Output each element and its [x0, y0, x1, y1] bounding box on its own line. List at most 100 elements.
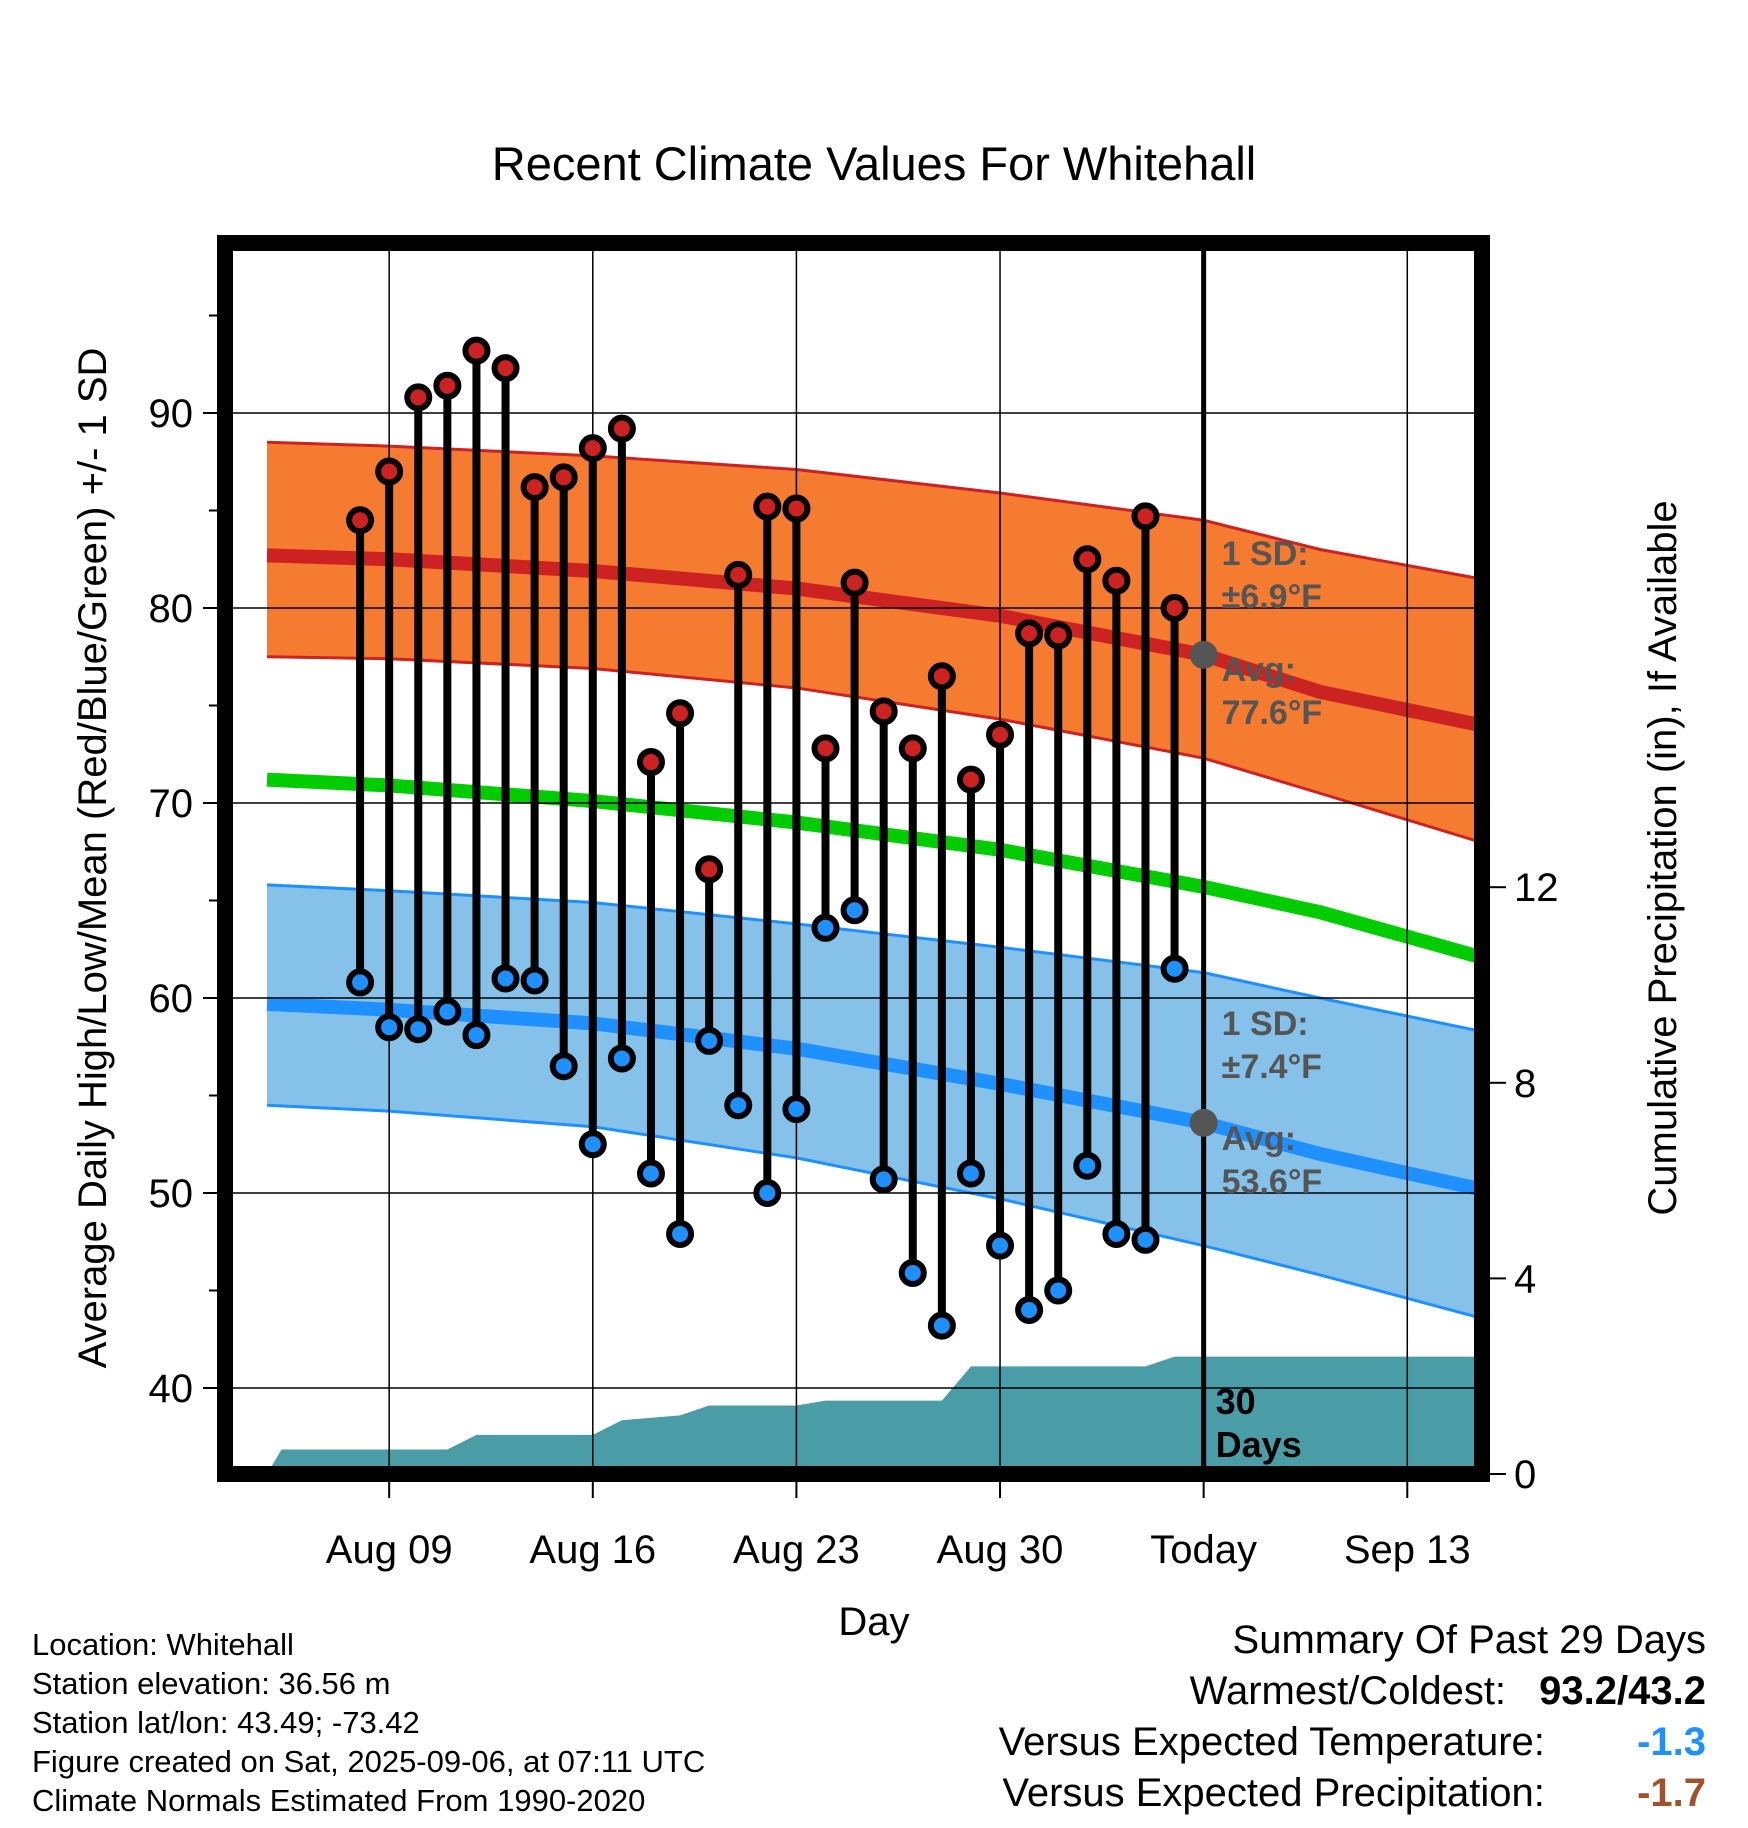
- high-sd-band-lower-edge: [266, 655, 1481, 844]
- high-point: [666, 699, 695, 728]
- today-high-avg-marker: [1189, 640, 1218, 669]
- low-point: [1073, 1151, 1102, 1180]
- high-point: [491, 354, 520, 383]
- low-point: [666, 1219, 695, 1248]
- plot-frame: [217, 235, 1490, 1482]
- high-point: [956, 765, 985, 794]
- high-point: [404, 383, 433, 412]
- y-tick-label: 80: [149, 587, 194, 631]
- low-sd-band: [267, 884, 1480, 1318]
- low-point: [462, 1021, 491, 1050]
- warm-cold-label: Warmest/Coldest:: [1189, 1669, 1507, 1713]
- high-point: [724, 560, 753, 589]
- summary-panel: Summary Of Past 29 Days Warmest/Coldest:…: [999, 1615, 1706, 1819]
- high-avg-line: [266, 548, 1482, 732]
- y2-tick-label: 0: [1514, 1453, 1536, 1497]
- high-point: [986, 720, 1015, 749]
- location-text: Location: Whitehall: [32, 1627, 294, 1662]
- high-point: [578, 434, 607, 463]
- high-point: [346, 506, 375, 535]
- elevation-text: Station elevation: 36.56 m: [32, 1666, 391, 1701]
- low-point: [375, 1013, 404, 1042]
- low-point: [753, 1179, 782, 1207]
- x-tick-label: Today: [1150, 1528, 1257, 1572]
- precip-area: [267, 1356, 1480, 1474]
- high-point: [433, 371, 462, 400]
- plot-area: 1 SD: ±6.9°F Avg: 77.6°F 1 SD: ±7.4°F Avg: 53.6…: [225, 243, 1482, 1474]
- low-point: [956, 1159, 985, 1188]
- high-point: [520, 473, 549, 502]
- low-avg-line: [266, 996, 1482, 1196]
- low-point: [1160, 954, 1189, 983]
- low-point: [840, 896, 869, 925]
- chart-title: Recent Climate Values For Whitehall: [492, 137, 1256, 190]
- high-avg-value: 77.6°F: [1222, 694, 1323, 732]
- y-tick-label: 60: [149, 977, 194, 1021]
- high-point: [607, 414, 636, 443]
- low-sd-band-upper-edge: [266, 883, 1481, 1033]
- x-tick-label: Aug 09: [326, 1528, 453, 1572]
- low-point: [1102, 1219, 1131, 1248]
- y-tick-label: 50: [149, 1172, 194, 1216]
- low-avg-value: 53.6°F: [1222, 1163, 1323, 1201]
- high-point: [898, 734, 927, 763]
- precip-value: -1.7: [1637, 1771, 1706, 1815]
- low-point: [578, 1130, 607, 1159]
- high-point: [1102, 566, 1131, 595]
- low-point: [491, 964, 520, 993]
- high-point: [636, 748, 665, 777]
- low-point: [433, 997, 462, 1026]
- latlon-text: Station lat/lon: 43.49; -73.42: [32, 1705, 420, 1740]
- high-point: [782, 494, 811, 523]
- y-tick-label: 70: [149, 782, 194, 826]
- low-point: [898, 1258, 927, 1287]
- high-point: [1160, 594, 1189, 622]
- mean-line: [266, 772, 1482, 964]
- x-tick-label: Aug 30: [937, 1528, 1064, 1572]
- low-point: [1015, 1296, 1044, 1324]
- high-point: [549, 463, 578, 492]
- low-point: [346, 968, 375, 997]
- high-avg-label: Avg:: [1222, 651, 1296, 689]
- low-point: [782, 1095, 811, 1124]
- low-sd-value: ±7.4°F: [1222, 1048, 1322, 1086]
- low-point: [724, 1091, 753, 1120]
- low-point: [607, 1044, 636, 1073]
- high-point: [462, 336, 491, 365]
- precip-row: Versus Expected Precipitation: -1.7: [999, 1768, 1706, 1819]
- temp-value: -1.3: [1637, 1720, 1706, 1764]
- precip-days-label: Days: [1216, 1424, 1302, 1465]
- low-point: [520, 966, 549, 995]
- warm-cold-value: 93.2/43.2: [1539, 1669, 1706, 1713]
- high-point: [927, 662, 956, 691]
- y-tick-label: 90: [149, 392, 194, 436]
- created-text: Figure created on Sat, 2025-09-06, at 07…: [32, 1744, 706, 1779]
- precip-days-number: 30: [1216, 1381, 1256, 1422]
- normals-text: Climate Normals Estimated From 1990-2020: [32, 1783, 646, 1818]
- y2-tick-label: 4: [1514, 1257, 1536, 1301]
- high-point: [1073, 545, 1102, 574]
- x-tick-label: Aug 23: [733, 1528, 860, 1572]
- high-point: [869, 697, 898, 726]
- high-point: [840, 568, 869, 597]
- low-avg-label: Avg:: [1222, 1120, 1296, 1158]
- y2-tick-label: 8: [1514, 1062, 1536, 1106]
- high-point: [1131, 502, 1160, 531]
- low-point: [1044, 1276, 1073, 1305]
- high-point: [811, 734, 840, 763]
- high-point: [375, 457, 404, 486]
- low-sd-band-lower-edge: [266, 1103, 1481, 1320]
- low-point: [811, 913, 840, 942]
- low-point: [986, 1231, 1015, 1260]
- high-point: [1044, 621, 1073, 650]
- low-point: [1131, 1225, 1160, 1254]
- y2-axis-label: Cumulative Precipitation (in), If Availa…: [1641, 500, 1685, 1215]
- y-axis-label: Average Daily High/Low/Mean (Red/Blue/Gr…: [71, 348, 115, 1369]
- low-sd-label: 1 SD:: [1222, 1005, 1309, 1043]
- low-point: [869, 1165, 898, 1194]
- x-tick-label: Aug 16: [529, 1528, 656, 1572]
- x-axis-label: Day: [838, 1600, 909, 1644]
- low-point: [549, 1052, 578, 1081]
- high-sd-band-upper-edge: [266, 440, 1481, 581]
